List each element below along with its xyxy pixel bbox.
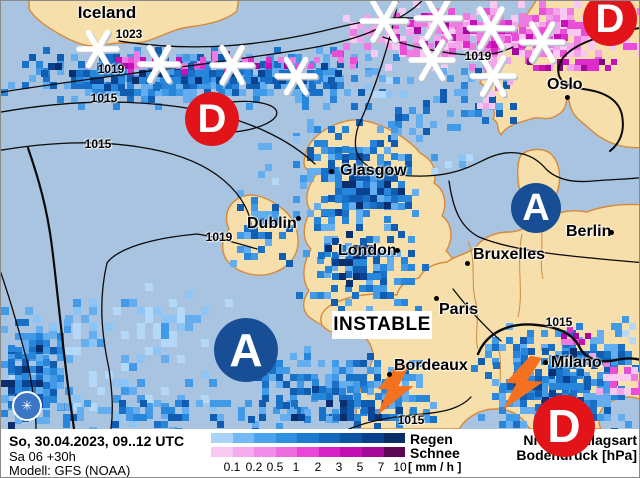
city-label-paris: Paris xyxy=(439,301,479,318)
instable-annotation: INSTABLE xyxy=(332,311,432,339)
thunderstorm-icon xyxy=(377,361,414,416)
model-name: Modell: GFS (NOAA) xyxy=(9,463,131,478)
low-pressure-symbol: D xyxy=(185,92,239,146)
isobar-label: 1015 xyxy=(545,315,573,329)
globe-logo-icon: ✳ xyxy=(12,391,42,421)
snow-scale-label: Schnee xyxy=(410,445,460,461)
city-label-iceland: Iceland xyxy=(77,3,137,22)
weather-map xyxy=(1,1,639,429)
isobar-label: 1015 xyxy=(84,137,112,151)
city-dot-milano xyxy=(543,360,548,365)
city-dot-oslo xyxy=(565,95,570,100)
scale-tick: 5 xyxy=(356,460,364,474)
city-label-berlin: Berlin xyxy=(566,223,612,240)
city-label-bruxelles: Bruxelles xyxy=(473,246,546,263)
scale-tick: 7 xyxy=(377,460,385,474)
high-pressure-symbol: A xyxy=(214,318,278,382)
validity-time: So, 30.04.2023, 09..12 UTC xyxy=(9,433,185,449)
city-dot-berlin xyxy=(609,230,614,235)
city-dot-paris xyxy=(434,296,439,301)
low-pressure-symbol: D xyxy=(583,1,637,46)
isobar-label: 1019 xyxy=(464,49,492,63)
snow-color-scale xyxy=(211,447,406,457)
isobar-label: 1019 xyxy=(205,230,233,244)
city-dot-bordeaux xyxy=(387,372,392,377)
city-dot-dublin xyxy=(296,216,301,221)
isobar-label: 1015 xyxy=(90,91,118,105)
scale-tick: 10 xyxy=(393,460,407,474)
info-bar: So, 30.04.2023, 09..12 UTC Sa 06 +30h Mo… xyxy=(1,429,639,478)
city-label-dublin: Dublin xyxy=(247,215,297,232)
city-label-glasgow: Glasgow xyxy=(340,162,407,179)
isobar-label: 1019 xyxy=(97,62,125,76)
low-pressure-symbol: D xyxy=(533,395,595,457)
scale-tick: 0.1 xyxy=(223,460,241,474)
scale-tick: 0.5 xyxy=(266,460,284,474)
scale-tick: 0.2 xyxy=(245,460,263,474)
isobar-label: 1023 xyxy=(115,27,143,41)
scale-tick: 2 xyxy=(314,460,322,474)
rain-scale-label: Regen xyxy=(410,431,453,447)
scale-tick: 3 xyxy=(335,460,343,474)
city-dot-london xyxy=(395,248,400,253)
city-dot-bruxelles xyxy=(465,261,470,266)
city-label-bordeaux: Bordeaux xyxy=(394,357,468,374)
thunderstorm-icon xyxy=(502,355,544,410)
city-dot-glasgow xyxy=(329,169,334,174)
scale-unit: [ mm / h ] xyxy=(408,460,462,474)
isobar-label: 1015 xyxy=(397,413,425,427)
city-label-oslo: Oslo xyxy=(547,76,583,93)
city-label-milano: Milano xyxy=(551,354,602,371)
run-offset: Sa 06 +30h xyxy=(9,449,76,464)
city-label-london: London xyxy=(338,242,397,259)
scale-tick: 1 xyxy=(292,460,300,474)
rain-color-scale xyxy=(211,433,406,443)
high-pressure-symbol: A xyxy=(511,183,561,233)
